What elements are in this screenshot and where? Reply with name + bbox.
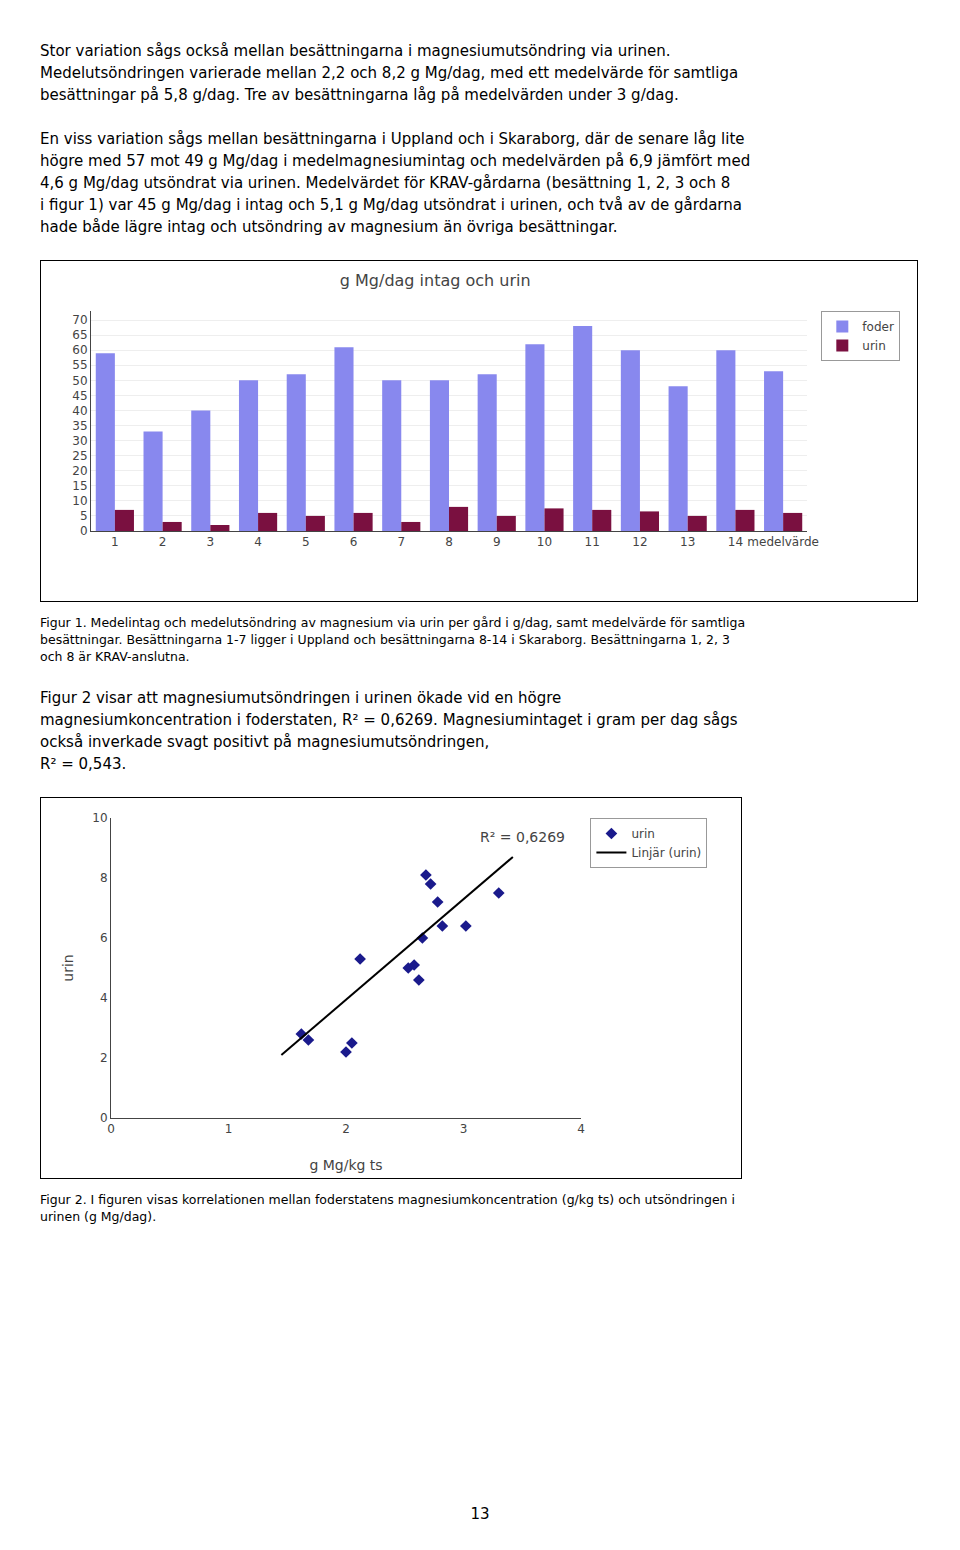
svg-text:4: 4 <box>577 1122 585 1136</box>
svg-text:3: 3 <box>207 535 215 549</box>
html-text:4,6 g Mg/dag utsöndrat via uri: 4,6 g Mg/dag utsöndrat via urinen. Medel… <box>40 174 731 192</box>
svg-text:6: 6 <box>100 931 108 945</box>
html-text:i figur 1) var 45 g Mg/dag i i: i figur 1) var 45 g Mg/dag i intag och 5… <box>40 196 742 214</box>
html-text:också inverkade svagt positivt: också inverkade svagt positivt på magnes… <box>40 733 490 751</box>
svg-text:g Mg/dag intag och urin: g Mg/dag intag och urin <box>340 271 531 290</box>
html-text:Figur 2. I figuren visas korre: Figur 2. I figuren visas korrelationen m… <box>40 1192 735 1207</box>
svg-text:9: 9 <box>493 535 501 549</box>
svg-text:Linjär (urin): Linjär (urin) <box>631 846 701 860</box>
svg-text:2: 2 <box>159 535 167 549</box>
svg-text:5: 5 <box>302 535 310 549</box>
svg-text:foder: foder <box>862 320 894 334</box>
svg-text:0: 0 <box>100 1111 108 1125</box>
svg-text:15: 15 <box>72 479 87 493</box>
svg-text:65: 65 <box>72 328 87 342</box>
html-text:En viss variation sågs mellan: En viss variation sågs mellan besättning… <box>40 130 745 148</box>
svg-text:urin: urin <box>60 954 76 981</box>
svg-text:2: 2 <box>100 1051 108 1065</box>
html-text:Medelutsöndringen varierade me: Medelutsöndringen varierade mellan 2,2 o… <box>40 64 739 82</box>
html-text:R² = 0,543.: R² = 0,543. <box>40 755 127 773</box>
svg-text:60: 60 <box>72 343 87 357</box>
svg-text:8: 8 <box>445 535 453 549</box>
svg-text:13: 13 <box>680 535 695 549</box>
html-text:och 8 är KRAV-anslutna.: och 8 är KRAV-anslutna. <box>40 649 190 664</box>
html-text:besättningar. Besättningarna 1: besättningar. Besättningarna 1-7 ligger … <box>40 632 730 647</box>
svg-text:2: 2 <box>342 1122 350 1136</box>
html-text:Figur 1. Medelintag och medelu: Figur 1. Medelintag och medelutsöndring … <box>40 615 746 630</box>
svg-text:R² = 0,6269: R² = 0,6269 <box>480 829 565 845</box>
svg-text:6: 6 <box>350 535 358 549</box>
html-text:Stor variation sågs också mell: Stor variation sågs också mellan besättn… <box>40 42 671 60</box>
svg-text:14: 14 <box>728 535 743 549</box>
svg-text:10: 10 <box>92 811 107 825</box>
svg-text:0: 0 <box>107 1122 115 1136</box>
svg-text:40: 40 <box>72 404 87 418</box>
svg-text:55: 55 <box>72 358 87 372</box>
svg-text:10: 10 <box>72 494 87 508</box>
svg-text:1: 1 <box>225 1122 233 1136</box>
svg-text:50: 50 <box>72 374 87 388</box>
html-text:urinen (g Mg/dag).: urinen (g Mg/dag). <box>40 1209 157 1224</box>
svg-text:20: 20 <box>72 464 87 478</box>
html-text:besättningar på 5,8 g/dag. Tre: besättningar på 5,8 g/dag. Tre av besätt… <box>40 86 679 104</box>
svg-text:3: 3 <box>460 1122 468 1136</box>
svg-text:11: 11 <box>585 535 600 549</box>
svg-text:medelvärde: medelvärde <box>747 535 819 549</box>
html-text:magnesiumkoncentration i foder: magnesiumkoncentration i foderstaten, R²… <box>40 711 738 729</box>
svg-text:0: 0 <box>80 524 88 538</box>
svg-text:35: 35 <box>72 419 87 433</box>
svg-text:5: 5 <box>80 509 88 523</box>
svg-text:4: 4 <box>254 535 262 549</box>
svg-text:12: 12 <box>632 535 647 549</box>
svg-text:10: 10 <box>537 535 552 549</box>
svg-text:30: 30 <box>72 434 87 448</box>
svg-text:urin: urin <box>631 827 654 841</box>
svg-text:8: 8 <box>100 871 108 885</box>
svg-text:1: 1 <box>111 535 119 549</box>
html-text:13: 13 <box>470 1505 490 1523</box>
svg-text:urin: urin <box>862 339 885 353</box>
svg-text:4: 4 <box>100 991 108 1005</box>
svg-text:g Mg/kg ts: g Mg/kg ts <box>309 1157 382 1173</box>
svg-text:7: 7 <box>397 535 405 549</box>
svg-text:45: 45 <box>72 389 87 403</box>
svg-text:70: 70 <box>72 313 87 327</box>
svg-text:25: 25 <box>72 449 87 463</box>
html-text:hade både lägre intag och utsö: hade både lägre intag och utsöndring av … <box>40 218 618 236</box>
html-text:högre med 57 mot 49 g Mg/dag i: högre med 57 mot 49 g Mg/dag i medelmagn… <box>40 152 751 170</box>
html-text:Figur 2 visar att magnesiumuts: Figur 2 visar att magnesiumutsöndringen … <box>40 689 562 707</box>
